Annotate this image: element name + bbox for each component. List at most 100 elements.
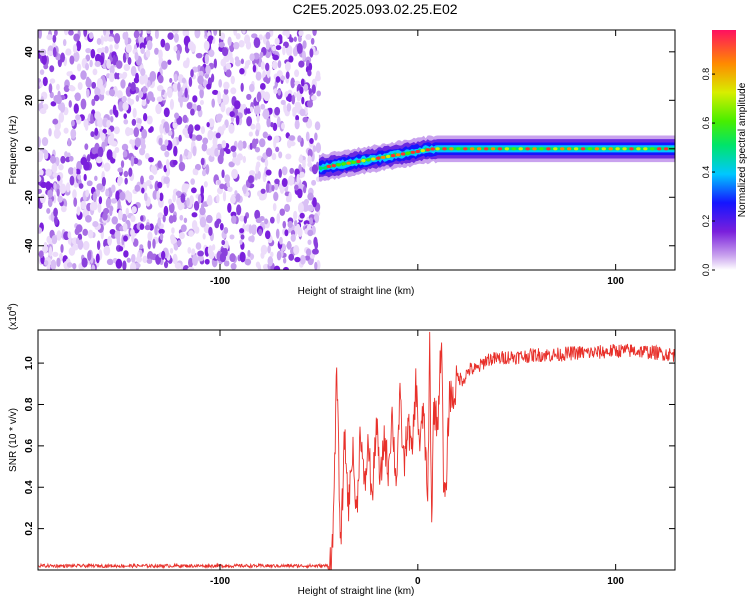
spectrogram-cell (131, 232, 135, 243)
spectrogram-cell (72, 43, 78, 54)
spectrogram-marks (38, 30, 675, 270)
spectrogram-cell (221, 47, 229, 57)
spectrogram-cell (216, 218, 222, 224)
spectrogram-cell (146, 79, 151, 88)
spectrogram-cell (304, 255, 310, 261)
spectrogram-cell (130, 156, 135, 167)
spectrogram-cell (149, 126, 154, 133)
spectrogram-cell (107, 129, 111, 135)
spectrogram-cell (83, 173, 87, 181)
spectrogram-cell (120, 79, 126, 89)
spectrogram-cell (159, 123, 164, 135)
spectrogram-hotspot (442, 147, 447, 151)
spectrogram-hotspot (483, 147, 489, 151)
spectrogram-cell (72, 262, 77, 270)
spectrogram-cell (156, 96, 163, 102)
spectrogram-cell (167, 59, 172, 65)
spectrogram-cell (295, 103, 302, 113)
spectrogram-cell (172, 214, 177, 223)
spectrogram-cell (68, 30, 74, 36)
spectrogram-cell (202, 79, 208, 88)
spectrogram-cell (49, 91, 54, 99)
spectrogram-cell (288, 135, 295, 141)
spectrogram-cell (46, 208, 51, 214)
spectrogram-cell (223, 260, 230, 267)
spectrogram-cell (82, 209, 88, 218)
spectrogram-hotspot (381, 155, 386, 159)
spectrogram-cell (38, 188, 43, 194)
spectrogram-cell (193, 200, 200, 211)
spectrogram-cell (213, 30, 218, 37)
spectrogram-cell (307, 155, 312, 164)
spectrogram-cell (225, 69, 232, 78)
spectrogram-hotspot (346, 161, 351, 165)
spectrogram-hotspot (539, 147, 544, 151)
spectrogram-cell (173, 33, 179, 43)
spectrogram-cell (187, 127, 192, 135)
spectrogram-hotspot (425, 148, 430, 152)
spectrogram-cell (206, 148, 213, 156)
spectrogram-cell (123, 113, 127, 120)
spectrogram-cell (293, 36, 297, 42)
spectrogram-cell (92, 191, 97, 203)
spectrogram-cell (242, 66, 247, 77)
spectrogram-cell (290, 77, 295, 89)
spectrogram-cell (194, 30, 201, 39)
spectrogram-cell (173, 73, 178, 83)
spectrogram-cell (182, 127, 188, 136)
spectrogram-cell (200, 126, 206, 135)
colorbar: 0.0 0.2 0.4 0.6 0.8 Normalized spectral ampl… (701, 30, 748, 276)
spectrogram-cell (254, 146, 261, 153)
spectrogram-cell (299, 108, 306, 117)
spectrogram-cell (134, 51, 139, 61)
spectrogram-cell (241, 103, 247, 110)
spectrogram-cell (260, 103, 266, 110)
spectrogram-hotspot (643, 147, 648, 151)
spectrogram-cell (267, 256, 274, 267)
spectrogram-cell (144, 224, 151, 231)
spectrogram-cell (141, 99, 147, 107)
spectrogram-cell (50, 101, 57, 107)
spectrogram-cell (176, 49, 181, 61)
spectrogram-cell (160, 144, 168, 152)
spectrogram-cell (115, 190, 120, 202)
spectrogram-hotspot (504, 147, 510, 151)
spectrogram-cell (255, 129, 260, 137)
spectrogram-cell (64, 151, 68, 158)
spectrogram-cell (95, 253, 100, 264)
spectrogram-cell (256, 113, 260, 123)
spectrogram-cell (291, 94, 296, 105)
spectrogram-cell (149, 184, 153, 190)
spectrogram-cell (122, 260, 127, 270)
spectrogram-cell (39, 108, 47, 115)
spectrogram-cell (235, 193, 241, 202)
spectrogram-cell (38, 30, 42, 39)
spectrogram-cell (106, 119, 111, 129)
spectrogram-hotspot (470, 147, 475, 151)
spectrogram-cell (282, 220, 287, 229)
spectrogram-cell (80, 200, 87, 210)
spectrogram-cell (295, 114, 300, 122)
snr-xlabel: Height of straight line (km) (298, 586, 415, 597)
spectrogram-cell (49, 155, 57, 164)
spectrogram-cell (311, 164, 318, 175)
spectrogram-cell (122, 150, 128, 158)
spectrogram-cell (247, 249, 251, 258)
spectrogram-cell (197, 75, 204, 85)
spectrogram-cell (279, 236, 283, 245)
spectrogram-cell (206, 122, 210, 128)
spectrogram-cell (63, 85, 70, 93)
spectrogram-cell (263, 76, 269, 83)
spectrogram-cell (198, 84, 203, 90)
spectrogram-cell (288, 175, 295, 186)
spectrogram-cell (202, 233, 206, 240)
spectrogram-cell (84, 143, 89, 150)
spectrogram-cell (273, 135, 280, 144)
spectrogram-cell (309, 48, 314, 58)
spectrogram-cell (283, 102, 287, 113)
svg-text:(x104): (x104) (7, 303, 19, 330)
spectrogram-cell (306, 100, 314, 108)
spectrogram-cell (82, 228, 89, 236)
spectrogram-cell (229, 111, 235, 118)
spectrogram-cell (257, 263, 262, 270)
